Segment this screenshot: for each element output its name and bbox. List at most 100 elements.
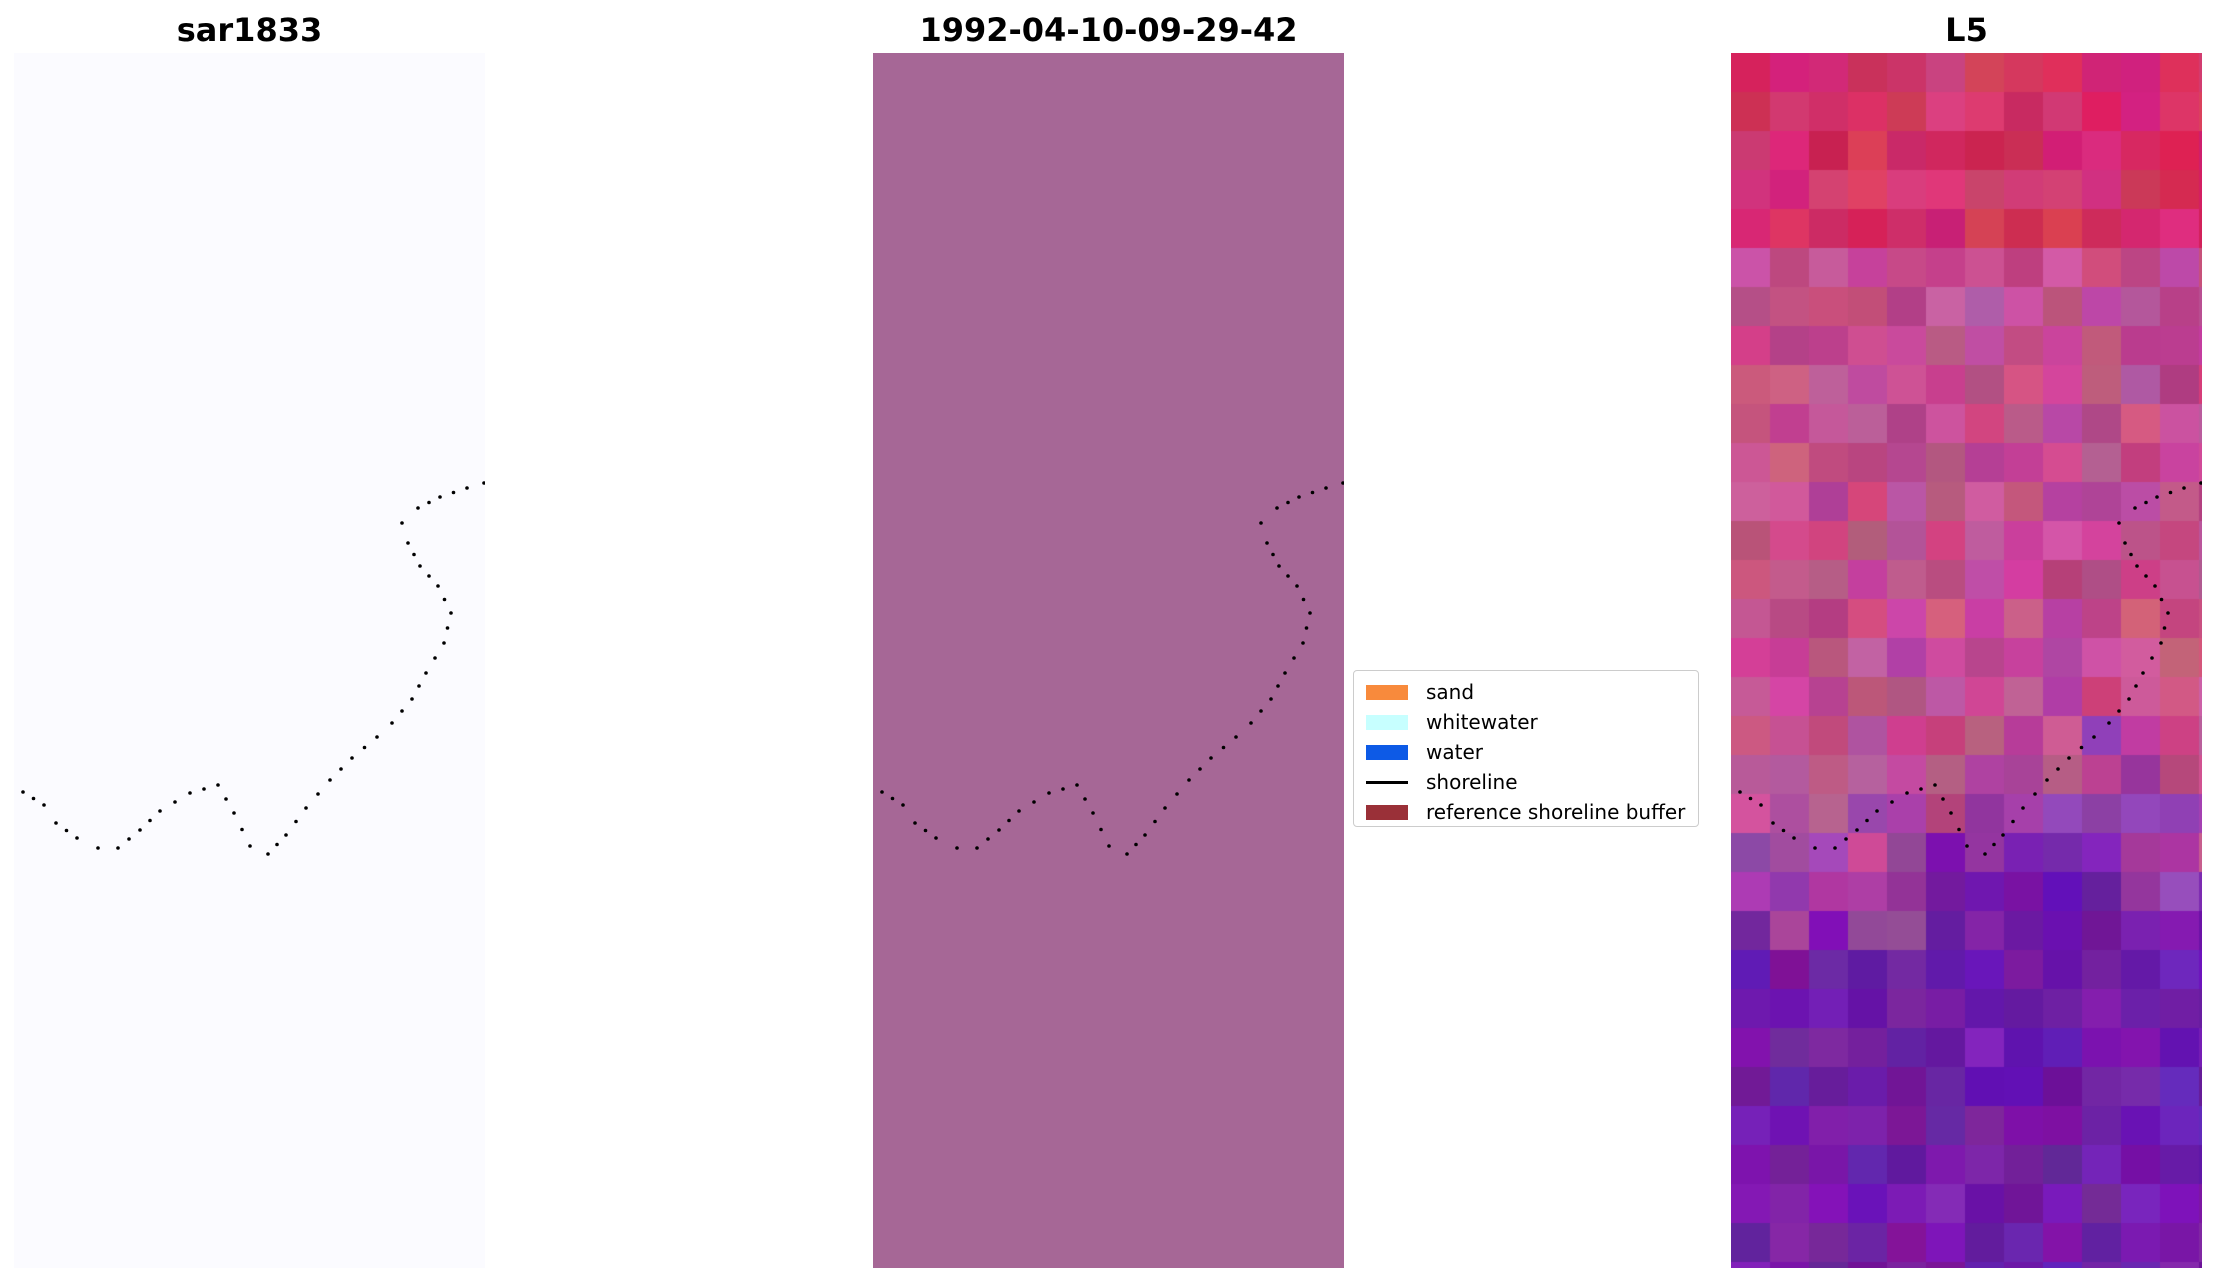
shoreline-dot bbox=[54, 821, 58, 825]
shoreline-dot bbox=[1301, 641, 1305, 645]
shoreline-dot bbox=[1292, 656, 1296, 660]
shoreline-dot bbox=[350, 756, 354, 760]
shoreline-dot bbox=[1017, 809, 1021, 813]
shoreline-dot bbox=[1107, 844, 1111, 848]
legend-label-reference-buffer: reference shoreline buffer bbox=[1426, 800, 1686, 824]
shoreline-line-swatch bbox=[1366, 780, 1408, 784]
shoreline-dot bbox=[406, 541, 410, 545]
shoreline-dot bbox=[284, 833, 288, 837]
shoreline-dot bbox=[1748, 796, 1753, 801]
shoreline-dot bbox=[416, 506, 420, 510]
shoreline-dot bbox=[1308, 611, 1312, 615]
shoreline-dot bbox=[1249, 721, 1253, 725]
shoreline-dot bbox=[2135, 564, 2139, 568]
shoreline-dot bbox=[1265, 541, 1269, 545]
legend-label-water: water bbox=[1426, 740, 1483, 764]
shoreline-dot bbox=[1855, 828, 1859, 832]
shoreline-dot bbox=[1933, 783, 1937, 787]
shoreline-dot bbox=[1919, 787, 1923, 791]
shoreline-overlay-satellite bbox=[1738, 481, 2202, 856]
shoreline-overlay-sar bbox=[21, 481, 485, 856]
reference-buffer-swatch bbox=[1366, 804, 1408, 820]
shoreline-dot bbox=[1949, 811, 1953, 815]
shoreline-dot bbox=[216, 783, 220, 787]
shoreline-dot bbox=[42, 803, 46, 807]
legend-item-water: water bbox=[1360, 737, 1692, 767]
shoreline-dot bbox=[2141, 671, 2145, 675]
shoreline-dot bbox=[1259, 709, 1263, 713]
shoreline-dot bbox=[1175, 792, 1179, 796]
shoreline-dot bbox=[2033, 792, 2037, 796]
shoreline-dot bbox=[1143, 833, 1147, 837]
shoreline-dot bbox=[1209, 756, 1213, 760]
shoreline-dot bbox=[1875, 809, 1879, 813]
shoreline-dot bbox=[997, 828, 1001, 832]
shoreline-dot bbox=[1007, 818, 1011, 823]
shoreline-dot bbox=[375, 735, 379, 739]
legend: sand whitewater water shoreline referenc… bbox=[1353, 670, 1699, 827]
shoreline-dot bbox=[1275, 506, 1279, 510]
shoreline-dot bbox=[418, 564, 422, 568]
shoreline-dot bbox=[202, 787, 206, 791]
shoreline-dot bbox=[901, 803, 905, 807]
shoreline-dot bbox=[433, 656, 437, 660]
shoreline-dot bbox=[975, 846, 979, 850]
shoreline-dot bbox=[2199, 481, 2202, 485]
shoreline-dot bbox=[427, 574, 431, 578]
shoreline-dot bbox=[328, 778, 332, 782]
classification-image-panel bbox=[873, 53, 1344, 1268]
shoreline-dot bbox=[1304, 626, 1309, 630]
satellite-image-panel bbox=[1731, 53, 2202, 1268]
panel-title-satellite: L5 bbox=[1945, 11, 1988, 49]
shoreline-dot bbox=[173, 800, 177, 804]
shoreline-dot bbox=[2107, 721, 2111, 725]
shoreline-dot bbox=[158, 809, 162, 813]
shoreline-dot bbox=[986, 837, 990, 841]
shoreline-dot bbox=[1833, 846, 1837, 850]
legend-label-sand: sand bbox=[1426, 680, 1475, 704]
shoreline-dot bbox=[1341, 481, 1344, 485]
shoreline-dot bbox=[2045, 778, 2049, 782]
shoreline-dot bbox=[449, 611, 453, 615]
shoreline-dot bbox=[266, 852, 270, 856]
shoreline-dot bbox=[1091, 811, 1095, 815]
shoreline-dot bbox=[890, 796, 895, 801]
shoreline-dot bbox=[2067, 756, 2071, 760]
shoreline-dot bbox=[2117, 709, 2121, 713]
shoreline-dot bbox=[955, 846, 959, 850]
shoreline-dot bbox=[294, 819, 298, 824]
shoreline-dot bbox=[148, 818, 152, 823]
shoreline-dot bbox=[1271, 552, 1275, 557]
satellite-pixel-image bbox=[1731, 53, 2202, 1268]
shoreline-dot bbox=[304, 806, 308, 810]
shoreline-dot bbox=[75, 836, 79, 840]
shoreline-dot bbox=[1983, 852, 1987, 856]
shoreline-dot bbox=[1032, 800, 1036, 804]
shoreline-dot bbox=[2153, 584, 2157, 588]
shoreline-dot bbox=[1286, 500, 1290, 505]
shoreline-dot bbox=[1941, 797, 1945, 801]
shoreline-dot bbox=[2117, 521, 2121, 525]
shoreline-dot bbox=[417, 684, 421, 688]
shoreline-dot bbox=[1083, 797, 1087, 801]
shoreline-dot bbox=[1198, 767, 1202, 771]
shoreline-dot bbox=[1187, 778, 1191, 782]
shoreline-dot bbox=[1234, 735, 1238, 739]
shoreline-dot bbox=[410, 697, 414, 701]
shoreline-dot bbox=[2001, 833, 2005, 837]
shoreline-dot bbox=[127, 837, 131, 841]
shoreline-dot bbox=[138, 828, 142, 832]
shoreline-dot bbox=[1075, 783, 1079, 787]
shoreline-dot bbox=[436, 584, 440, 588]
shoreline-dot bbox=[2133, 506, 2137, 510]
sand-swatch bbox=[1366, 684, 1408, 700]
shoreline-dot bbox=[1771, 821, 1775, 825]
shoreline-dot bbox=[1276, 684, 1280, 688]
legend-item-sand: sand bbox=[1360, 677, 1692, 707]
shoreline-dot bbox=[465, 486, 469, 490]
legend-label-shoreline: shoreline bbox=[1426, 770, 1518, 794]
shoreline-dot bbox=[424, 671, 428, 675]
shoreline-dot bbox=[316, 792, 320, 796]
shoreline-dot bbox=[1865, 818, 1869, 823]
shoreline-dot bbox=[913, 821, 917, 825]
